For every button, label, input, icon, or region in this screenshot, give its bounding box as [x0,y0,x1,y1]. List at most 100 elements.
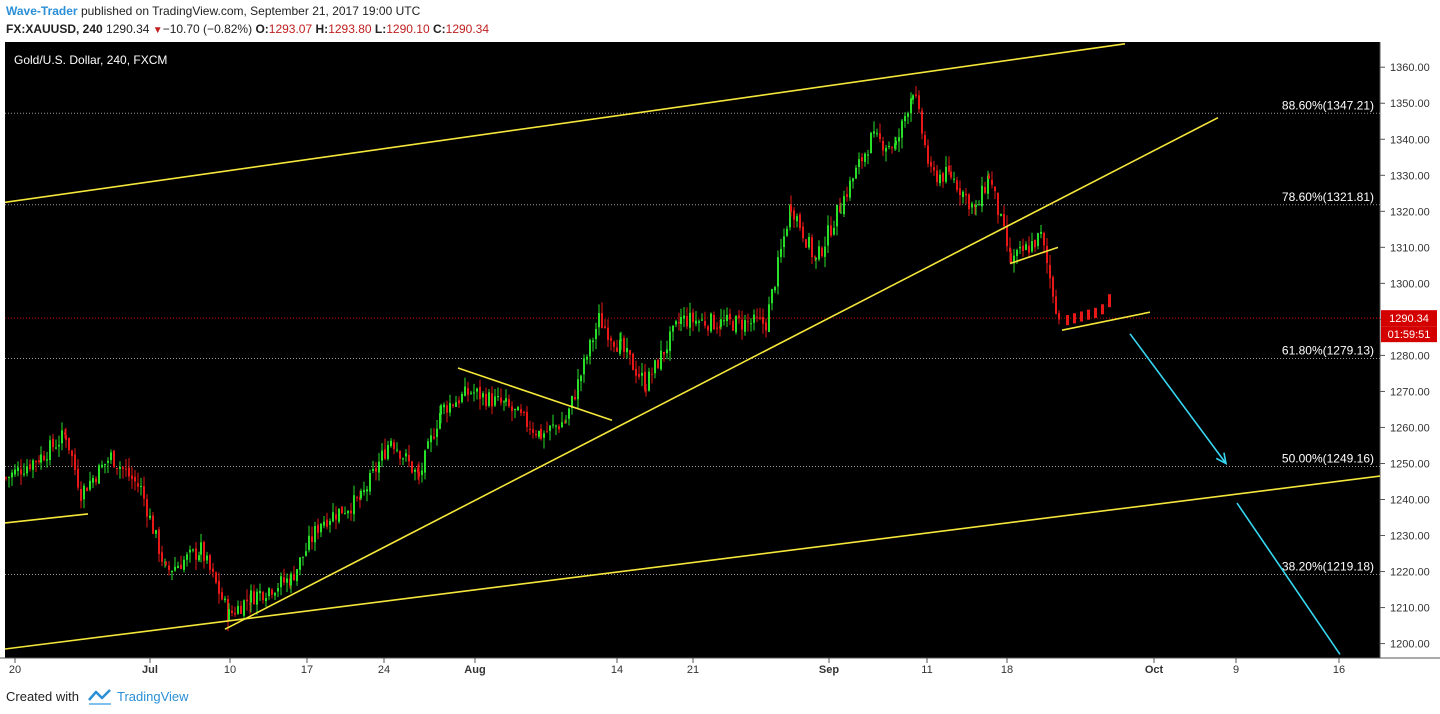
candle [879,133,881,140]
y-tick-label: 1200.00 [1390,639,1430,651]
candle [440,405,442,415]
candle [40,454,42,463]
time-axis[interactable] [0,658,1440,682]
last-price-badge [1381,310,1437,327]
candle [971,203,973,208]
candle [777,257,779,287]
author-link[interactable]: Wave-Trader [6,4,78,18]
candle [430,435,432,443]
candle [950,171,952,178]
candle [189,549,191,553]
candle [411,461,413,473]
candle [443,404,445,408]
y-tick-label: 1210.00 [1390,603,1430,615]
candle [876,133,878,135]
candle [26,466,28,474]
candle [1028,245,1030,253]
candle [271,589,273,595]
candle [924,135,926,146]
candle [839,206,841,213]
trendline [1061,311,1151,331]
candle [948,165,950,172]
candle [716,327,718,329]
candle [427,441,429,449]
candle [915,94,917,96]
candle [417,468,419,473]
price-axis[interactable] [1380,42,1440,658]
candle [206,555,208,561]
high-value: 1293.80 [328,22,372,36]
open-label: O: [255,22,269,36]
candle [604,326,606,328]
countdown-badge [1381,326,1437,343]
candle [119,467,121,469]
chart-title: Gold/U.S. Dollar, 240, FXCM [14,53,167,67]
trendline [5,513,89,524]
candle [726,314,728,322]
candle [707,326,709,331]
plot-area[interactable] [5,42,1380,658]
trendline [1236,502,1341,655]
candle [577,379,579,400]
candle [852,178,854,182]
candle [580,375,582,382]
candle [692,312,694,323]
candle [846,194,848,197]
candle [1009,247,1011,252]
candle [246,599,248,602]
candle [280,576,282,588]
candle [607,327,609,341]
candle [86,487,88,492]
candle [815,257,817,260]
candle [894,143,896,149]
candle [259,590,261,594]
candle [1052,277,1054,297]
candle [1025,244,1027,251]
candle [517,407,519,411]
candle [811,237,813,258]
x-tick-label: 14 [611,664,623,676]
candle [113,450,115,468]
candle [231,610,233,613]
created-with-text: Created with [6,689,79,704]
candle [234,612,236,615]
candle [1037,233,1039,247]
candle [414,469,416,472]
candle [378,461,380,473]
price-chart[interactable]: Gold/U.S. Dollar, 240, FXCM 88.60%(1347.… [0,42,1440,682]
candle [975,205,977,207]
candle [74,454,76,471]
x-tick-label: 10 [224,664,236,676]
candle [840,212,842,214]
candle [930,161,932,167]
candle [858,159,860,168]
candle [46,459,48,461]
candle [1003,214,1005,226]
candle [332,512,334,522]
candle [561,422,563,428]
candle [765,322,767,331]
candle [402,458,404,460]
candle [645,389,647,391]
candle [161,552,163,562]
x-tick-label: 24 [378,664,390,676]
candle [387,444,389,459]
tradingview-link[interactable]: TradingView [117,689,189,704]
candle [1108,294,1111,308]
candle [137,483,139,487]
countdown-badge-label: 01:59:51 [1388,329,1431,341]
x-tick-label: 18 [1001,664,1013,676]
candle [921,110,923,134]
candle [505,398,507,402]
candle [479,386,481,400]
fib-level-label: 61.80%(1279.13) [1282,344,1374,358]
candle [790,204,792,212]
projection-arrow [1129,333,1227,464]
candle [873,131,875,134]
candle [1055,296,1057,314]
candle [356,497,358,499]
candle [488,392,490,406]
candle [669,331,671,352]
candle [683,315,685,319]
candle [635,368,637,376]
